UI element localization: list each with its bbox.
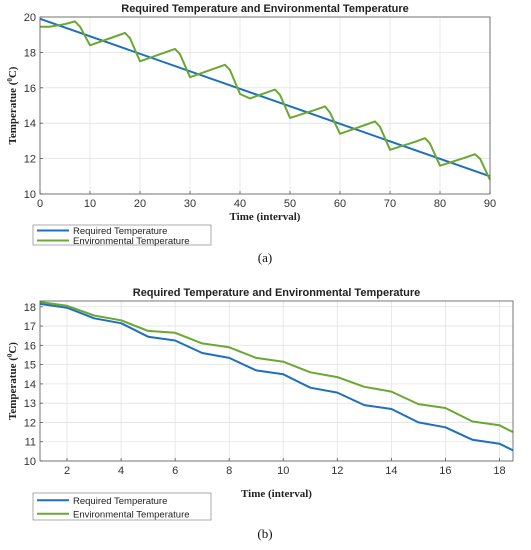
y-tick-label: 12 xyxy=(24,154,36,166)
legend-label-required: Required Temperature xyxy=(73,496,167,507)
x-tick-label: 10 xyxy=(84,198,96,210)
y-axis-label-sup: 0 xyxy=(6,78,14,82)
x-ticks: 0 10 20 30 40 50 60 70 80 90 xyxy=(37,191,496,210)
series-layer xyxy=(39,301,514,452)
x-tick-label: 60 xyxy=(334,198,346,210)
plot-frame xyxy=(39,16,491,195)
y-tick-label: 16 xyxy=(24,340,36,352)
y-axis-label-main: Temperatue ( xyxy=(7,357,19,420)
x-tick-label: 12 xyxy=(331,465,343,477)
legend: Required Temperature Environmental Tempe… xyxy=(32,224,212,247)
legend-box xyxy=(32,224,212,246)
x-tick-label: 4 xyxy=(118,465,124,477)
series-line-required xyxy=(39,17,491,178)
caption: (a) xyxy=(258,250,272,265)
y-axis-label-unit: C) xyxy=(7,342,19,354)
legend-label-environmental: Environmental Temperature xyxy=(73,509,190,520)
chart-b: 2 4 6 8 10 12 14 16 18 10 11 12 13 14 15 16 17 18 Requir… xyxy=(6,287,514,541)
y-tick-label: 15 xyxy=(24,360,36,372)
gridlines xyxy=(40,301,513,462)
plot-frame xyxy=(39,300,514,462)
x-axis-label: Time (interval) xyxy=(241,488,312,500)
y-ticks: 10 11 12 13 14 15 16 17 18 xyxy=(24,302,43,468)
y-tick-label: 12 xyxy=(24,417,36,429)
x-tick-label: 40 xyxy=(234,198,246,210)
y-tick-label: 20 xyxy=(24,12,36,24)
caption: (b) xyxy=(257,526,272,541)
legend: Required Temperature Environmental Tempe… xyxy=(32,492,212,521)
x-tick-label: 90 xyxy=(484,198,496,210)
y-axis-label-sup: 0 xyxy=(6,353,14,357)
series-line-environmental xyxy=(40,20,491,181)
plot-area xyxy=(40,17,490,194)
y-axis-label: Temperatue (0C) xyxy=(6,342,19,420)
x-tick-label: 18 xyxy=(493,465,505,477)
y-tick-label: 14 xyxy=(24,379,36,391)
x-tick-label: 20 xyxy=(134,198,146,210)
y-tick-label: 17 xyxy=(24,321,36,333)
y-tick-label: 13 xyxy=(24,398,36,410)
y-tick-label: 10 xyxy=(24,189,36,201)
y-axis-label-main: Temperatue ( xyxy=(7,81,19,144)
series-line-environmental xyxy=(39,301,514,433)
x-tick-label: 0 xyxy=(37,198,43,210)
chart-title: Required Temperature and Environmental T… xyxy=(133,287,421,299)
plot-area xyxy=(40,301,513,461)
x-tick-label: 10 xyxy=(277,465,289,477)
y-ticks: 10 12 14 16 18 20 xyxy=(24,12,43,201)
y-tick-label: 18 xyxy=(24,302,36,314)
x-tick-label: 16 xyxy=(439,465,451,477)
y-tick-label: 11 xyxy=(25,437,36,449)
series-layer xyxy=(39,17,491,181)
y-axis-label: Temperatue (0C) xyxy=(6,66,19,144)
x-axis-label: Time (interval) xyxy=(230,211,301,223)
y-axis-label-unit: C) xyxy=(7,66,19,78)
y-tick-label: 10 xyxy=(24,456,36,468)
y-tick-label: 14 xyxy=(24,118,36,130)
legend-box xyxy=(32,492,212,521)
x-tick-label: 70 xyxy=(384,198,396,210)
x-tick-label: 50 xyxy=(284,198,296,210)
x-tick-label: 2 xyxy=(64,465,70,477)
x-tick-label: 30 xyxy=(184,198,196,210)
x-tick-label: 14 xyxy=(385,465,397,477)
y-tick-label: 16 xyxy=(24,83,36,95)
series-line-required xyxy=(39,302,514,452)
x-ticks: 2 4 6 8 10 12 14 16 18 xyxy=(64,458,506,477)
y-tick-label: 18 xyxy=(24,47,36,59)
x-tick-label: 8 xyxy=(226,465,232,477)
x-tick-label: 6 xyxy=(172,465,178,477)
chart-title: Required Temperature and Environmental T… xyxy=(121,3,409,15)
x-tick-label: 80 xyxy=(434,198,446,210)
legend-label-required: Required Temperature xyxy=(73,226,167,237)
legend-label-environmental: Environmental Temperature xyxy=(73,236,190,247)
